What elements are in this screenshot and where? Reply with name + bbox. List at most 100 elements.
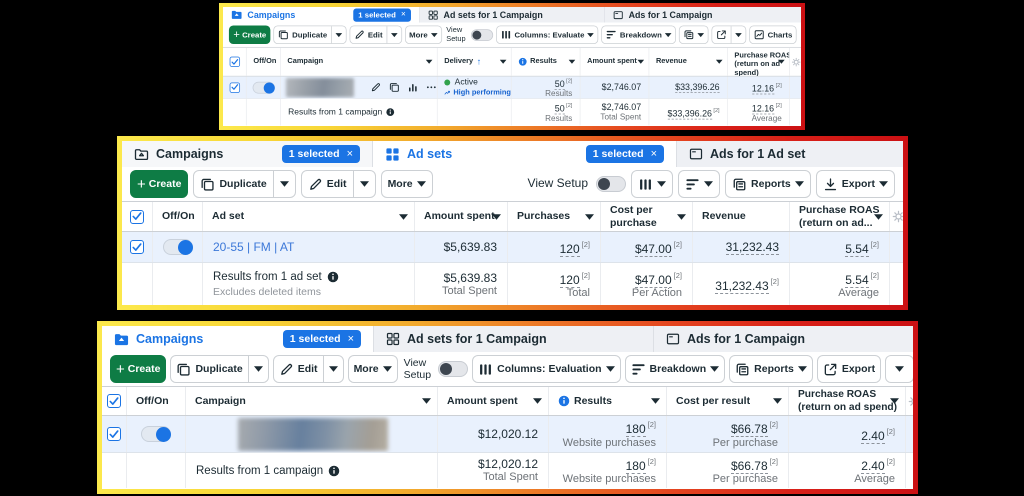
columns-button[interactable] <box>631 170 674 198</box>
column-header-off-on[interactable]: Off/On <box>127 387 186 415</box>
footer-results-value[interactable]: 50 <box>554 103 565 115</box>
select-all-checkbox[interactable] <box>130 209 144 224</box>
tab-adsets[interactable]: Ad sets for 1 Campaign <box>374 326 654 352</box>
column-header-off-on[interactable]: Off/On <box>153 202 203 231</box>
duplicate-button[interactable]: Duplicate <box>193 170 296 198</box>
results-value[interactable]: 50 <box>554 78 565 90</box>
duplicate-icon[interactable] <box>389 82 400 93</box>
export-button[interactable]: Export <box>816 355 882 383</box>
campaign-active-toggle[interactable] <box>252 81 275 94</box>
more-options-icon[interactable] <box>426 82 437 93</box>
campaign-active-toggle[interactable] <box>141 426 171 442</box>
export-dropdown[interactable] <box>730 26 746 44</box>
column-header-amount-spent[interactable]: Amount spent <box>580 47 650 76</box>
export-button[interactable]: Export <box>815 170 895 198</box>
tab-ads[interactable]: Ads for 1 Campaign <box>654 326 913 352</box>
campaign-row[interactable]: Active High performing 50[2] Results $2,7… <box>223 76 801 99</box>
column-header-results[interactable]: Results <box>512 47 581 76</box>
column-header-off-on[interactable]: Off/On <box>247 47 281 76</box>
row-checkbox[interactable] <box>229 82 240 93</box>
column-header-roas[interactable]: Purchase ROAS (return on ad spend) <box>728 47 790 76</box>
export-dropdown-button[interactable] <box>885 355 913 383</box>
cost-value[interactable]: $47.00 <box>634 241 672 257</box>
duplicate-button[interactable]: Duplicate <box>273 25 347 45</box>
selected-badge[interactable]: 1 selected × <box>281 145 360 163</box>
edit-dropdown[interactable] <box>322 356 343 382</box>
revenue-value[interactable]: $33,396.26 <box>675 81 720 94</box>
purchases-value[interactable]: 120 <box>559 241 580 257</box>
adset-active-toggle[interactable] <box>162 239 193 255</box>
selected-badge[interactable]: 1 selected × <box>353 8 411 22</box>
close-icon[interactable]: × <box>346 147 353 160</box>
edit-dropdown[interactable] <box>386 26 401 44</box>
close-icon[interactable]: × <box>650 147 657 160</box>
close-icon[interactable]: × <box>401 9 406 19</box>
column-header-adset[interactable]: Ad set <box>203 202 415 231</box>
selected-badge[interactable]: 1 selected × <box>585 145 664 163</box>
edit-button[interactable]: Edit <box>349 25 402 45</box>
tab-adsets[interactable]: Ad sets 1 selected × <box>373 141 677 167</box>
tab-campaigns[interactable]: Campaigns 1 selected × <box>122 141 373 167</box>
columns-button[interactable]: Columns: Evaluate <box>495 25 599 45</box>
selected-badge[interactable]: 1 selected × <box>282 330 361 348</box>
gear-icon[interactable] <box>908 395 913 408</box>
roas-value[interactable]: 5.54 <box>845 241 869 257</box>
select-all-checkbox[interactable] <box>229 56 240 67</box>
reports-button[interactable] <box>678 25 709 45</box>
footer-roas-value[interactable]: 5.54 <box>845 272 869 288</box>
tab-campaigns[interactable]: Campaigns 1 selected × <box>102 326 374 352</box>
footer-revenue-value[interactable]: $33,396.26 <box>667 108 712 120</box>
edit-button[interactable]: Edit <box>300 170 376 198</box>
footer-roas-value[interactable]: 12.16 <box>751 103 775 115</box>
roas-value[interactable]: 12.16 <box>751 83 775 95</box>
view-setup-toggle[interactable] <box>470 28 493 41</box>
gear-icon[interactable] <box>892 210 903 223</box>
edit-dropdown[interactable] <box>352 171 375 197</box>
create-button[interactable]: + Create <box>228 25 271 45</box>
more-button[interactable]: More <box>347 355 398 383</box>
column-header-roas[interactable]: Purchase ROAS (return on ad spend) <box>789 387 906 415</box>
adset-row[interactable]: 20-55 | FM | AT $5,639.83 120 [2] $47.00[… <box>122 232 903 263</box>
close-icon[interactable]: × <box>347 332 354 345</box>
create-button[interactable]: + Create <box>110 355 167 383</box>
select-all-checkbox[interactable] <box>107 394 121 408</box>
breakdown-button[interactable]: Breakdown <box>601 25 676 45</box>
footer-results-value[interactable]: 180 <box>625 458 646 474</box>
column-header-delivery[interactable]: Delivery ↑ <box>438 47 512 76</box>
info-icon[interactable] <box>327 271 339 283</box>
campaign-row[interactable]: $12,020.12 180 [2] Website purchases $66.7… <box>102 416 913 453</box>
breakdown-button[interactable] <box>678 170 721 198</box>
roas-value[interactable]: 2.40 <box>861 428 885 444</box>
column-header-revenue[interactable]: Revenue <box>693 202 790 231</box>
duplicate-button[interactable]: Duplicate <box>170 355 269 383</box>
edit-button[interactable]: Edit <box>272 355 344 383</box>
column-header-roas[interactable]: Purchase ROAS (return on ad... <box>790 202 890 231</box>
column-header-cost[interactable]: Cost per result <box>667 387 789 415</box>
gear-icon[interactable] <box>791 57 801 67</box>
view-setup-toggle[interactable] <box>596 176 627 192</box>
create-button[interactable]: + Create <box>130 170 189 198</box>
footer-purchases-value[interactable]: 120 <box>559 272 580 288</box>
duplicate-dropdown[interactable] <box>330 26 346 44</box>
column-header-results[interactable]: Results <box>549 387 667 415</box>
column-header-campaign[interactable]: Campaign <box>281 47 438 76</box>
breakdown-button[interactable]: Breakdown <box>624 355 726 383</box>
column-header-revenue[interactable]: Revenue <box>649 47 728 76</box>
charts-button[interactable]: Charts <box>749 25 797 45</box>
column-header-purchases[interactable]: Purchases <box>508 202 601 231</box>
adset-name-link[interactable]: 20-55 | FM | AT <box>213 240 295 254</box>
reports-button[interactable]: Reports <box>729 355 813 383</box>
tab-campaigns[interactable]: Campaigns 1 selected × <box>223 7 420 23</box>
row-checkbox[interactable] <box>130 240 144 254</box>
tab-adsets[interactable]: Ad sets for 1 Campaign <box>419 7 605 23</box>
columns-button[interactable]: Columns: Evaluation <box>472 355 621 383</box>
footer-revenue-value[interactable]: 31,232.43 <box>715 279 769 295</box>
info-icon[interactable] <box>386 108 395 117</box>
more-button[interactable]: More <box>380 170 433 198</box>
tab-ads[interactable]: Ads for 1 Ad set <box>677 141 903 167</box>
footer-roas-value[interactable]: 2.40 <box>861 458 885 474</box>
column-header-amount-spent[interactable]: Amount spent <box>415 202 508 231</box>
tab-ads[interactable]: Ads for 1 Campaign <box>604 7 801 23</box>
column-header-campaign[interactable]: Campaign <box>186 387 438 415</box>
view-setup-toggle[interactable] <box>438 361 469 377</box>
